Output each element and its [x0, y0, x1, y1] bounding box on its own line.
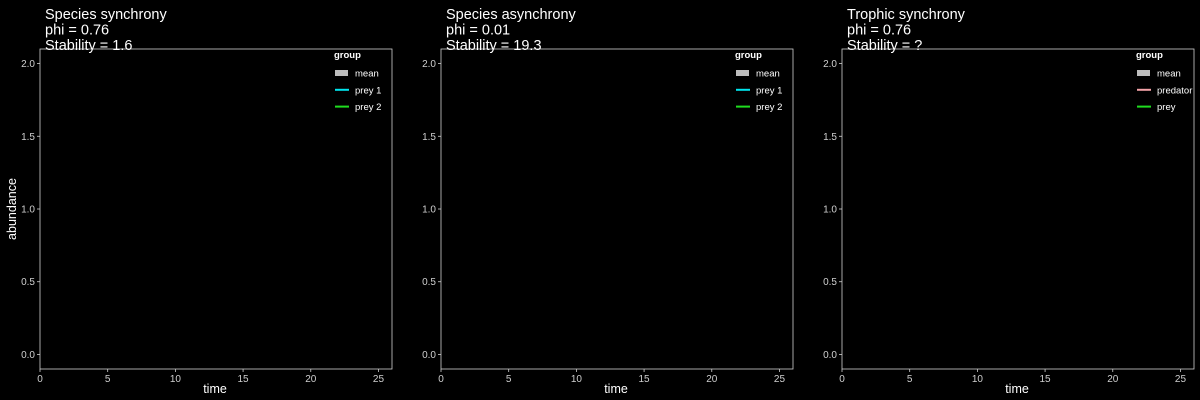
legend-label: mean [1157, 69, 1181, 80]
x-tick-label: 10 [571, 374, 583, 385]
legend-label: predator [1157, 85, 1192, 96]
y-tick-label: 2.0 [21, 59, 35, 70]
legend: group mean prey 1 prey 2 [334, 50, 381, 113]
legend-key-mean [335, 70, 348, 76]
y-tick-label: 1.5 [21, 132, 35, 143]
legend-label: prey 2 [355, 102, 381, 113]
legend-label: mean [355, 69, 379, 80]
legend-title: group [735, 50, 762, 61]
x-axis-label: time [604, 382, 628, 396]
legend-label: prey 1 [756, 85, 782, 96]
legend-label: mean [756, 69, 780, 80]
y-tick-label: 0.0 [422, 350, 436, 361]
chart-title-line: phi = 0.01 [446, 23, 510, 39]
x-axis-label: time [203, 382, 227, 396]
plot-frame [841, 48, 1195, 370]
x-axis-label: time [1005, 382, 1029, 396]
y-tick-label: 2.0 [422, 59, 436, 70]
x-tick-label: 5 [105, 374, 111, 385]
y-tick-label: 1.0 [823, 205, 837, 216]
y-tick-label: 1.0 [422, 205, 436, 216]
x-tick-label: 10 [170, 374, 182, 385]
x-tick-label: 0 [438, 374, 444, 385]
chart-title-line: Species asynchrony [446, 7, 577, 23]
plot-frame [440, 48, 794, 370]
legend-key-mean [736, 70, 749, 76]
chart-title-line: Stability = 1.6 [45, 38, 132, 54]
chart-title-line: Stability = ? [847, 38, 922, 54]
x-tick-label: 15 [639, 374, 651, 385]
legend-label: prey 2 [756, 102, 782, 113]
plot-frame [39, 48, 393, 370]
chart-title-line: Trophic synchrony [847, 7, 966, 23]
x-tick-label: 5 [506, 374, 512, 385]
chart-title-line: Species synchrony [45, 7, 167, 23]
y-tick-label: 0.5 [823, 277, 837, 288]
legend-label: prey [1157, 102, 1176, 113]
x-tick-label: 20 [706, 374, 718, 385]
chart-title-line: Stability = 19.3 [446, 38, 542, 54]
legend-label: prey 1 [355, 85, 381, 96]
x-tick-label: 0 [839, 374, 845, 385]
y-tick-label: 0.5 [422, 277, 436, 288]
x-tick-label: 25 [373, 374, 385, 385]
x-tick-label: 25 [1175, 374, 1187, 385]
x-tick-label: 15 [238, 374, 250, 385]
x-tick-label: 20 [1107, 374, 1119, 385]
x-tick-label: 5 [907, 374, 913, 385]
y-tick-label: 0.5 [21, 277, 35, 288]
legend-title: group [334, 50, 361, 61]
y-axis-label: abundance [5, 178, 19, 240]
y-tick-label: 0.0 [823, 350, 837, 361]
legend: group mean prey 1 prey 2 [735, 50, 782, 113]
y-tick-label: 1.0 [21, 205, 35, 216]
x-tick-label: 10 [972, 374, 984, 385]
x-tick-label: 20 [305, 374, 317, 385]
y-tick-label: 0.0 [21, 350, 35, 361]
y-tick-label: 1.5 [823, 132, 837, 143]
legend-title: group [1136, 50, 1163, 61]
x-tick-label: 15 [1040, 374, 1052, 385]
y-tick-label: 1.5 [422, 132, 436, 143]
legend: group mean predator prey [1136, 50, 1192, 113]
chart-title-line: phi = 0.76 [45, 23, 109, 39]
legend-key-mean [1137, 70, 1150, 76]
chart-title-line: phi = 0.76 [847, 23, 911, 39]
x-tick-label: 0 [37, 374, 43, 385]
y-tick-label: 2.0 [823, 59, 837, 70]
x-tick-label: 25 [774, 374, 786, 385]
